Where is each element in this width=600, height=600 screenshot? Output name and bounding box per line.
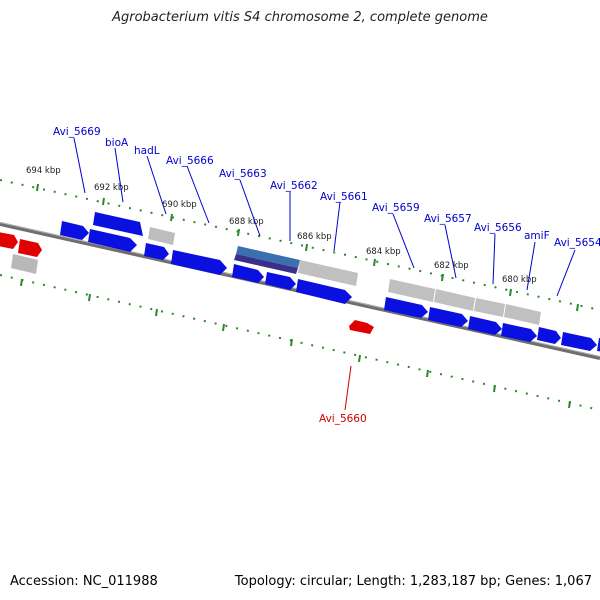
major-tick: [36, 183, 39, 192]
gene-label[interactable]: Avi_5661: [320, 191, 368, 203]
scale-label: 684 kbp: [366, 247, 401, 257]
gene-labels: Avi_5669 bioA hadL Avi_5666 Avi_5663 Avi…: [53, 126, 600, 425]
gene-arrow-bioa-2[interactable]: [88, 229, 137, 252]
leader-line: [333, 201, 341, 252]
gene-arrow-avi-5666[interactable]: [171, 250, 227, 275]
gene-label[interactable]: bioA: [105, 137, 129, 149]
major-tick: [441, 273, 444, 282]
major-tick: [493, 384, 496, 393]
major-tick: [102, 197, 105, 206]
major-tick: [373, 258, 376, 267]
gene-arrow-fwd[interactable]: [501, 323, 537, 342]
gene-arrow-hadl[interactable]: [148, 227, 175, 245]
scale-label: 680 kbp: [502, 275, 537, 285]
leader-line: [73, 137, 86, 194]
major-tick: [358, 354, 361, 363]
gene-arrow-avi-5669[interactable]: [60, 221, 89, 240]
scale-label: 690 kbp: [162, 200, 197, 210]
gene-label[interactable]: Avi_5663: [219, 168, 267, 180]
gene-arrow-hadl-2[interactable]: [144, 243, 169, 260]
outer-major-ticks: [36, 183, 579, 312]
scale-label: 682 kbp: [434, 261, 469, 271]
major-tick: [222, 323, 225, 332]
gene-arrow-avi-5657[interactable]: [434, 289, 475, 311]
inner-major-ticks: [20, 278, 571, 409]
gene-label[interactable]: amiF: [524, 230, 550, 242]
leader-line: [556, 249, 576, 297]
major-tick: [305, 243, 308, 252]
gene-label[interactable]: Avi_5666: [166, 155, 214, 167]
gene-arrow-fwd[interactable]: [597, 338, 600, 352]
leader-line: [239, 179, 261, 237]
gene-arrow-avi-5656[interactable]: [474, 298, 505, 317]
gene-arrow-avi-5661[interactable]: [298, 260, 358, 286]
gene-label-red[interactable]: Avi_5660: [319, 413, 367, 425]
gene-arrow-fwd[interactable]: [232, 264, 264, 283]
major-tick: [290, 338, 293, 347]
gene-arrow-fwd[interactable]: [468, 316, 502, 335]
gene-arrow-fwd[interactable]: [537, 327, 561, 344]
major-tick: [88, 293, 91, 302]
leader-line: [146, 155, 167, 215]
scale-label: 692 kbp: [94, 183, 129, 193]
major-tick: [576, 303, 579, 312]
gene-arrow-gray[interactable]: [11, 254, 38, 274]
gene-label[interactable]: Avi_5657: [424, 213, 472, 225]
gene-arrow-fwd[interactable]: [428, 307, 468, 327]
leader-line: [492, 233, 496, 285]
gene-label[interactable]: Avi_5654: [554, 237, 600, 249]
gene-arrow-fwd[interactable]: [296, 279, 352, 304]
leader-line-red: [344, 365, 352, 411]
gene-arrow-red[interactable]: [0, 232, 18, 249]
scale-label: 688 kbp: [229, 217, 264, 227]
major-tick: [170, 213, 173, 222]
gene-arrow-bioa[interactable]: [93, 212, 143, 236]
major-tick: [426, 369, 429, 378]
major-tick: [509, 288, 512, 297]
gene-arrow-amif[interactable]: [504, 304, 541, 325]
gene-arrow-fwd[interactable]: [384, 297, 428, 318]
gene-arrow-fwd[interactable]: [265, 272, 296, 290]
leader-line: [186, 165, 210, 224]
gene-label[interactable]: Avi_5669: [53, 126, 101, 138]
gene-label[interactable]: Avi_5662: [270, 180, 318, 192]
major-tick: [237, 228, 240, 237]
major-tick: [20, 278, 23, 287]
gene-label[interactable]: hadL: [134, 145, 160, 157]
major-tick: [155, 308, 158, 317]
gene-arrow-fwd[interactable]: [561, 332, 597, 351]
scale-labels: 694 kbp 692 kbp 690 kbp 688 kbp 686 kbp …: [26, 166, 537, 285]
gene-arrow-red[interactable]: [18, 239, 42, 257]
gene-label[interactable]: Avi_5656: [474, 222, 522, 234]
accession-label: Accession: NC_011988: [10, 574, 158, 589]
gene-label[interactable]: Avi_5659: [372, 202, 420, 214]
leader-line: [444, 224, 457, 279]
topology-label: Topology: circular; Length: 1,283,187 bp…: [234, 574, 592, 589]
label-leaders: [73, 137, 576, 411]
scale-label: 694 kbp: [26, 166, 61, 176]
leader-line: [526, 241, 536, 291]
forward-strand-genes: [0, 212, 600, 352]
major-tick: [568, 400, 571, 409]
scale-label: 686 kbp: [297, 232, 332, 242]
leader-line: [114, 147, 124, 203]
leader-line: [392, 213, 415, 269]
gene-arrow-avi-5660[interactable]: [349, 320, 374, 334]
map-title: Agrobacterium vitis S4 chromosome 2, com…: [112, 10, 488, 25]
gene-arrow-avi-5662[interactable]: [234, 254, 298, 274]
gene-arrow-avi-5659[interactable]: [388, 279, 435, 302]
gene-arrow-avi-5663[interactable]: [236, 246, 300, 268]
